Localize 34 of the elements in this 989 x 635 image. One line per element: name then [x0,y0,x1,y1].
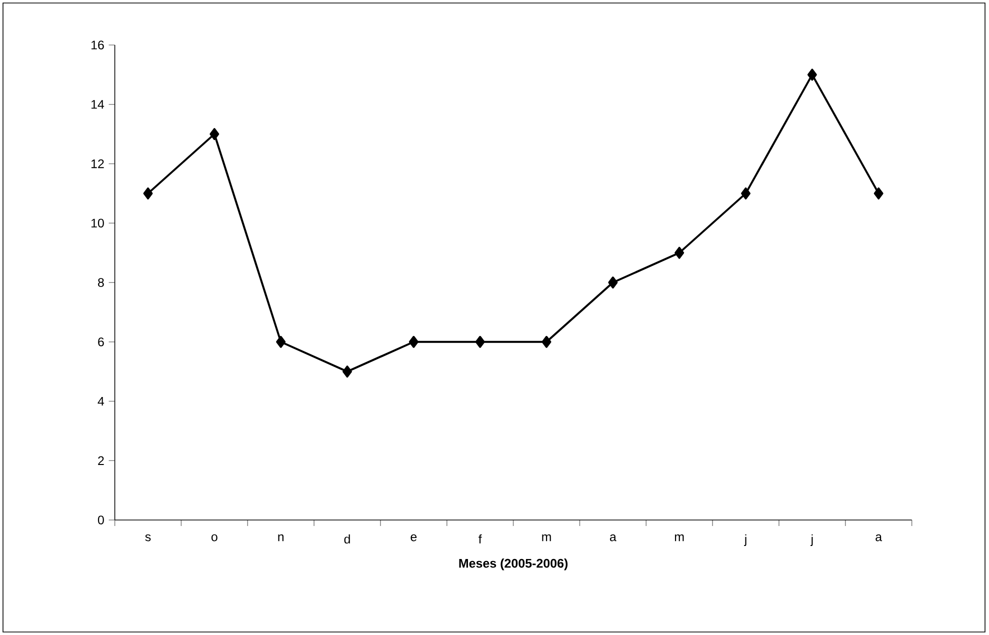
point [741,187,751,200]
point [874,187,884,200]
point [475,336,485,348]
point [542,336,552,348]
point [674,246,684,259]
point [143,187,153,200]
y-tick-label: 2 [98,456,104,465]
y-tick-label: 12 [91,159,104,168]
y-tick-label: 6 [98,337,104,346]
y-tick-label: 4 [98,396,104,406]
point [276,336,286,348]
y-tick-label: 14 [91,100,104,109]
x-tick-label: j [744,534,746,546]
x-tick-label: f [478,534,482,544]
x-tick-label: s [145,534,151,542]
point [807,68,817,81]
x-tick-label: o [211,534,218,542]
x-tick-label: d [344,534,350,544]
x-tick-label: a [610,534,616,542]
x-axis-title: Meses (2005-2006) [459,558,568,570]
x-tick-label: e [410,534,417,542]
point [608,276,618,288]
x-tick-label: j [810,534,813,546]
x-tick-label: a [876,534,882,542]
y-tick-label: 0 [98,516,104,524]
point [342,366,352,378]
y-tick-label: 10 [91,218,104,228]
y-tick-label: 8 [98,278,104,287]
y-tick-label: 16 [91,40,104,50]
point [210,128,220,140]
point [408,336,418,348]
x-tick-label: n [278,534,284,542]
x-tick-label: m [674,534,684,542]
x-tick-label: m [542,534,551,542]
